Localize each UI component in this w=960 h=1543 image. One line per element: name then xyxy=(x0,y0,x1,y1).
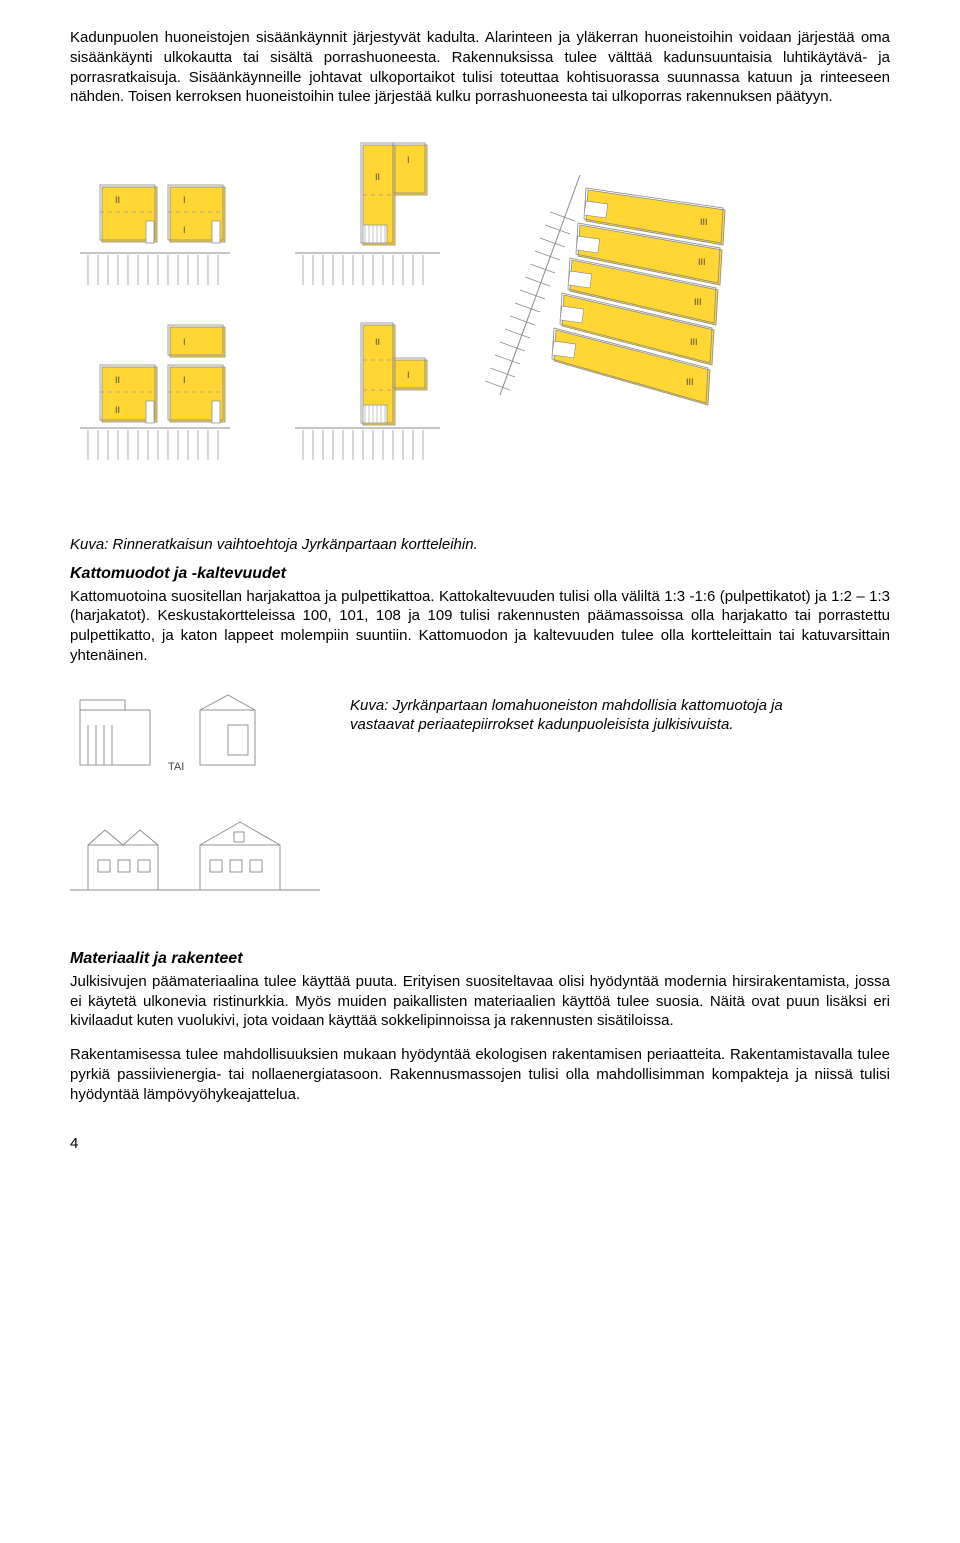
caption-1: Kuva: Rinneratkaisun vaihtoehtoja Jyrkän… xyxy=(70,535,890,555)
roof-diagram: TAI xyxy=(70,680,320,910)
svg-text:I: I xyxy=(407,155,410,165)
svg-text:III: III xyxy=(686,377,694,387)
svg-text:II: II xyxy=(375,172,380,182)
page-number: 4 xyxy=(70,1135,890,1152)
svg-text:III: III xyxy=(700,217,708,227)
svg-text:I: I xyxy=(183,225,186,235)
roof-diagram-row: TAI Kuva: Jyrkänpartaan lomahuoneiston m… xyxy=(70,680,890,910)
heading-materiaalit: Materiaalit ja rakenteet xyxy=(70,950,890,968)
heading-katto: Kattomuodot ja -kaltevuudet xyxy=(70,565,890,583)
svg-text:III: III xyxy=(698,257,706,267)
svg-text:II: II xyxy=(115,375,120,385)
caption-2: Kuva: Jyrkänpartaan lomahuoneiston mahdo… xyxy=(350,696,790,735)
svg-text:III: III xyxy=(690,337,698,347)
svg-text:I: I xyxy=(183,375,186,385)
para-katto: Kattomuotoina suositellan harjakattoa ja… xyxy=(70,587,890,666)
svg-text:I: I xyxy=(407,370,410,380)
site-plan-svg: II I I I II II I xyxy=(70,125,750,525)
site-plan-diagram: II I I I II II I xyxy=(70,125,890,525)
para-mat-1: Julkisivujen päämateriaalina tulee käytt… xyxy=(70,972,890,1031)
svg-text:I: I xyxy=(183,195,186,205)
svg-text:I: I xyxy=(183,337,186,347)
svg-text:II: II xyxy=(115,195,120,205)
intro-paragraph: Kadunpuolen huoneistojen sisäänkäynnit j… xyxy=(70,28,890,107)
tai-label: TAI xyxy=(168,761,184,773)
svg-text:II: II xyxy=(115,405,120,415)
para-mat-2: Rakentamisessa tulee mahdollisuuksien mu… xyxy=(70,1045,890,1104)
svg-text:II: II xyxy=(375,337,380,347)
svg-text:III: III xyxy=(694,297,702,307)
